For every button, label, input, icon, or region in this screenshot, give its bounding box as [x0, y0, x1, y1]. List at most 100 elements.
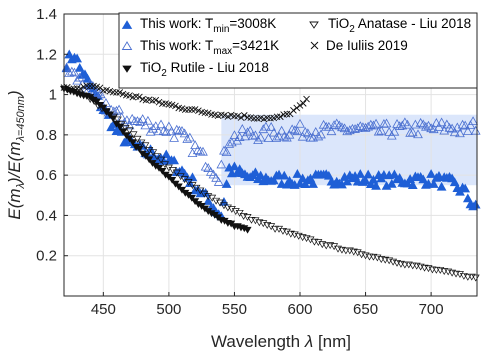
- data-point: [133, 135, 142, 143]
- data-point: [119, 117, 130, 127]
- data-point: [74, 62, 85, 72]
- svg-text:TiO2 Rutile - Liu 2018: TiO2 Rutile - Liu 2018: [140, 60, 269, 79]
- data-point: [368, 174, 379, 184]
- svg-text:This work: Tmin=3008K: This work: Tmin=3008K: [140, 16, 276, 35]
- data-point: [204, 109, 212, 117]
- y-tick-label: 0.2: [36, 248, 57, 265]
- data-point: [219, 202, 228, 210]
- data-point: [161, 127, 172, 136]
- data-point: [64, 67, 75, 77]
- svg-text:TiO2 Anatase - Liu 2018: TiO2 Anatase - Liu 2018: [328, 16, 471, 35]
- data-point: [200, 190, 209, 198]
- data-point: [434, 122, 444, 131]
- data-point: [148, 123, 159, 133]
- data-point: [137, 114, 148, 123]
- data-point: [171, 124, 182, 134]
- data-point: [229, 130, 240, 140]
- data-point: [360, 122, 371, 132]
- data-point: [273, 113, 281, 121]
- data-point: [271, 225, 280, 233]
- data-point: [436, 117, 447, 127]
- data-point: [63, 83, 71, 91]
- data-point: [253, 135, 263, 144]
- data-point: [292, 126, 303, 136]
- data-point: [172, 102, 179, 110]
- data-point: [379, 118, 389, 128]
- data-point: [115, 123, 124, 131]
- data-point: [463, 273, 472, 281]
- x-tick-label: 600: [287, 301, 312, 318]
- data-point: [358, 122, 368, 132]
- data-point: [352, 123, 363, 133]
- data-point: [282, 228, 291, 236]
- x-tick-label: 650: [353, 301, 378, 318]
- data-point: [389, 126, 400, 136]
- data-point: [224, 139, 235, 148]
- data-point: [156, 119, 166, 129]
- data-point: [353, 249, 362, 257]
- data-point: [135, 117, 145, 127]
- data-point: [231, 208, 240, 215]
- data-point: [188, 106, 196, 113]
- x-axis-title: Wavelength λ [nm]: [211, 332, 351, 351]
- data-point: [243, 226, 252, 234]
- data-point: [86, 82, 94, 90]
- data-point: [323, 170, 334, 180]
- data-point: [121, 124, 130, 132]
- data-point: [190, 140, 200, 150]
- data-point: [376, 125, 387, 135]
- data-point: [141, 142, 150, 150]
- data-point: [125, 135, 134, 143]
- data-point: [402, 178, 413, 188]
- data-point: [384, 127, 395, 136]
- legend-item-anatase: TiO2 Anatase - Liu 2018: [309, 16, 471, 35]
- data-point: [250, 167, 261, 177]
- data-point: [198, 146, 208, 156]
- data-point: [326, 126, 337, 136]
- data-point: [145, 156, 154, 164]
- legend-marker-tmin: [121, 20, 133, 29]
- legend: This work: Tmin=3008K TiO2 Anatase - Liu…: [118, 12, 478, 89]
- data-point: [242, 127, 253, 137]
- data-point: [368, 120, 379, 130]
- data-point: [128, 139, 137, 147]
- data-point: [224, 113, 232, 120]
- data-point: [250, 115, 258, 122]
- data-point: [289, 125, 300, 135]
- data-point: [245, 125, 256, 135]
- data-point: [350, 124, 360, 133]
- data-point: [135, 145, 144, 153]
- data-point: [449, 127, 460, 137]
- data-point: [157, 156, 166, 164]
- data-point: [259, 220, 268, 228]
- data-point: [293, 104, 301, 112]
- data-point: [116, 89, 124, 96]
- data-point: [274, 131, 284, 141]
- data-point: [92, 98, 101, 106]
- x-tick-label: 500: [156, 301, 181, 318]
- data-point: [203, 163, 214, 172]
- data-point: [143, 115, 153, 125]
- data-point: [386, 178, 397, 188]
- data-point: [237, 114, 245, 121]
- legend-marker-deiuliis: [310, 41, 319, 50]
- data-point: [462, 193, 473, 203]
- data-point: [153, 126, 164, 136]
- data-point: [125, 127, 134, 135]
- data-point: [114, 104, 124, 114]
- data-point: [216, 159, 227, 169]
- data-point: [275, 225, 284, 233]
- data-point: [397, 120, 408, 130]
- data-point: [462, 126, 473, 136]
- data-point: [72, 75, 82, 85]
- series-deiuliis: [60, 82, 310, 123]
- data-point: [69, 67, 80, 77]
- data-point: [373, 126, 384, 136]
- data-point: [431, 118, 442, 127]
- data-point: [113, 116, 122, 124]
- data-point: [172, 169, 181, 177]
- data-point: [266, 122, 277, 131]
- data-point: [155, 98, 163, 106]
- svg-text:This work: Tmax=3421K: This work: Tmax=3421K: [140, 38, 279, 57]
- data-point: [381, 118, 392, 128]
